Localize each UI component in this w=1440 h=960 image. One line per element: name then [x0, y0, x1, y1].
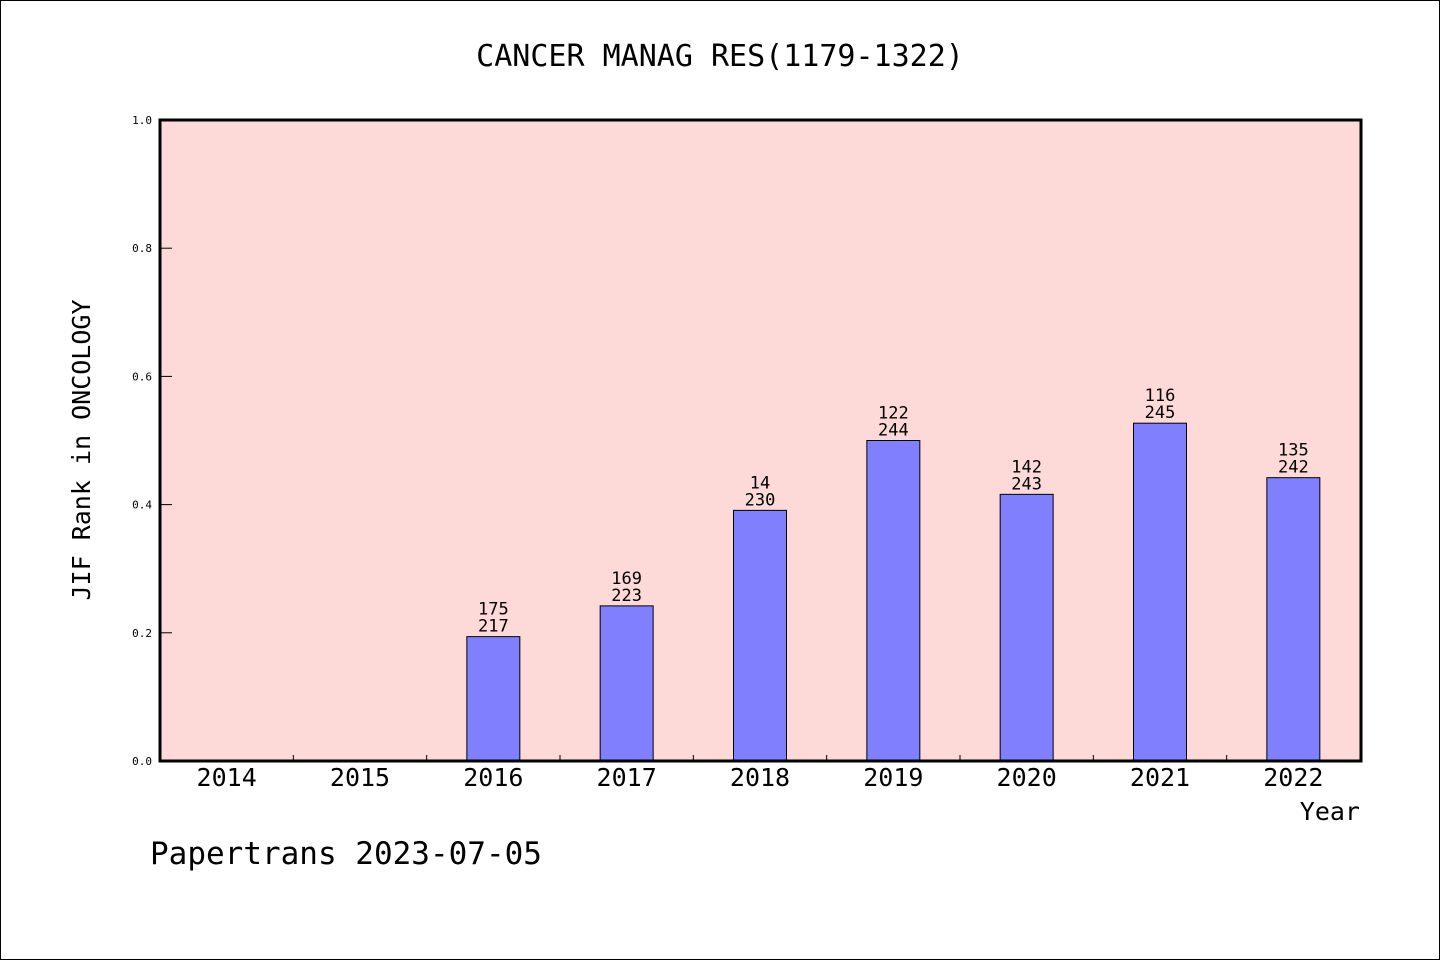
- x-axis-label: Year: [1300, 797, 1360, 826]
- bar: [599, 605, 654, 762]
- plot-border: [158, 118, 1363, 763]
- bar-total-label: 242: [1278, 458, 1309, 478]
- y-axis-label: JIF Rank in ONCOLOGY: [67, 299, 96, 600]
- y-tick-label: 0.0: [132, 755, 152, 768]
- x-tick-label: 2022: [1263, 763, 1323, 792]
- bar: [999, 493, 1054, 762]
- bar: [466, 636, 521, 762]
- bar: [1133, 422, 1187, 762]
- x-tick-label: 2016: [463, 763, 523, 792]
- x-axis: 2014 2015 2016 2017 2018 2019 2020 2021 2022: [197, 755, 1323, 792]
- bar-rank-label: 142: [1011, 457, 1042, 477]
- bar-total-label: 223: [611, 586, 642, 606]
- bar: [866, 440, 921, 762]
- y-tick-label: 0.6: [132, 370, 152, 383]
- bar-total-label: 245: [1145, 403, 1176, 423]
- y-tick-label: 1.0: [132, 114, 152, 127]
- x-tick-label: 2015: [330, 763, 390, 792]
- bar-total-label: 243: [1011, 474, 1042, 494]
- bar: [733, 509, 787, 762]
- bar-rank-label: 169: [611, 569, 642, 589]
- x-tick-label: 2019: [863, 763, 923, 792]
- bar-rank-label: 14: [750, 473, 770, 493]
- bar-rank-label: 122: [878, 404, 909, 424]
- bar-rank-label: 175: [478, 600, 509, 620]
- bar-rank-label: 135: [1278, 441, 1309, 461]
- x-tick-label: 2017: [597, 763, 657, 792]
- y-tick-label: 0.4: [132, 499, 152, 512]
- x-tick-label: 2018: [730, 763, 790, 792]
- x-tick-label: 2014: [197, 763, 257, 792]
- bar-total-label: 244: [878, 421, 909, 441]
- x-tick-label: 2021: [1130, 763, 1190, 792]
- bar-total-label: 217: [478, 617, 509, 637]
- chart-title: CANCER MANAG RES(1179-1322): [476, 39, 964, 74]
- y-tick-label: 0.8: [132, 242, 152, 255]
- y-tick-label: 0.2: [132, 627, 152, 640]
- x-tick-label: 2020: [997, 763, 1057, 792]
- bar-total-label: 230: [745, 490, 776, 510]
- bar: [1266, 477, 1321, 762]
- bar-rank-label: 116: [1145, 386, 1176, 406]
- footer-credit: Papertrans 2023-07-05: [150, 836, 542, 872]
